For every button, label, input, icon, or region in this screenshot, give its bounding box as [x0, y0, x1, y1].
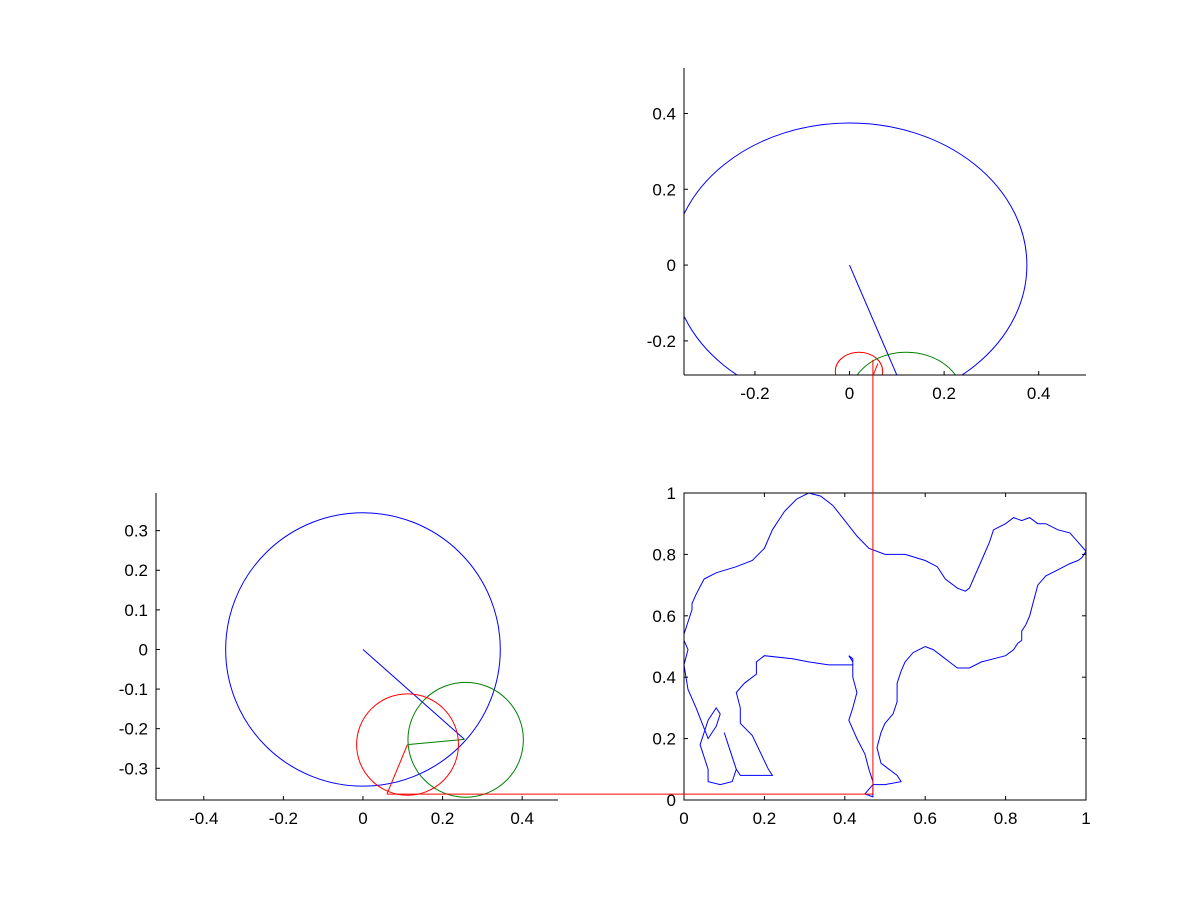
x-tick-label: 0 [845, 384, 854, 403]
y-tick-label: 0 [667, 256, 676, 275]
y-tick-label: 0.2 [652, 730, 676, 749]
x-tick-label: 0.2 [431, 809, 455, 828]
green-circle-2 [407, 681, 524, 798]
x-tick-label: 0.4 [833, 809, 857, 828]
x-tick-label: 1 [1081, 809, 1090, 828]
x-tick-label: 0.2 [932, 384, 956, 403]
camel-outline [684, 493, 1086, 798]
x-tick-label: -0.4 [189, 809, 218, 828]
y-tick-label: 0.3 [124, 522, 148, 541]
axes-top-right: -0.2 0 0.2 0.4 -0.2 0 0.2 0.4 [647, 68, 1086, 403]
red-line-4 [872, 363, 879, 375]
x-tick-label: 0.4 [1027, 384, 1051, 403]
y-tick-label: 0 [667, 791, 676, 810]
x-tick-label: -0.2 [740, 384, 769, 403]
red-line-5 [386, 744, 408, 795]
x-tick-label: 0.4 [510, 809, 534, 828]
plot-area [684, 493, 1086, 798]
y-tick-label: -0.1 [119, 680, 148, 699]
y-tick-label: 0.2 [124, 561, 148, 580]
connector-lines [386, 359, 874, 795]
y-tick-label: -0.2 [647, 332, 676, 351]
red-circle-4 [356, 693, 459, 796]
y-tick-label: 0.8 [652, 545, 676, 564]
x-tick-label: 0 [679, 809, 688, 828]
axes-box [683, 492, 1087, 801]
x-tick-label: 0.2 [753, 809, 777, 828]
x-tick-label: 0.8 [994, 809, 1018, 828]
blue-circle-0 [684, 122, 1028, 375]
y-tick-label: 1 [667, 484, 676, 503]
green-line-3 [408, 738, 465, 745]
blue-line-1 [849, 264, 898, 375]
y-tick-label: 0.4 [652, 668, 676, 687]
blue-circle-0 [225, 512, 501, 787]
x-tick-label: 0 [358, 809, 367, 828]
plot-area [225, 512, 524, 798]
y-tick-label: -0.2 [119, 720, 148, 739]
y-tick-label: 0.4 [652, 104, 676, 123]
axes-bottom-left: -0.4 -0.2 0 0.2 0.4 -0.3 -0.2 -0.1 0 0.1 0.2 0.3 [119, 493, 558, 828]
plot-area [684, 122, 1028, 375]
y-tick-label: 0.2 [652, 180, 676, 199]
y-tick-label: 0.1 [124, 601, 148, 620]
red-circle-2 [834, 351, 884, 375]
axes-camel: 0 0.2 0.4 0.6 0.8 1 0 0.2 0.4 0.6 0.8 1 [652, 484, 1090, 828]
y-tick-label: 0.6 [652, 607, 676, 626]
y-tick-label: -0.3 [119, 759, 148, 778]
y-tick-label: 0 [139, 640, 148, 659]
green-circle-3 [856, 351, 957, 375]
x-tick-label: 0.6 [913, 809, 937, 828]
x-tick-label: -0.2 [269, 809, 298, 828]
